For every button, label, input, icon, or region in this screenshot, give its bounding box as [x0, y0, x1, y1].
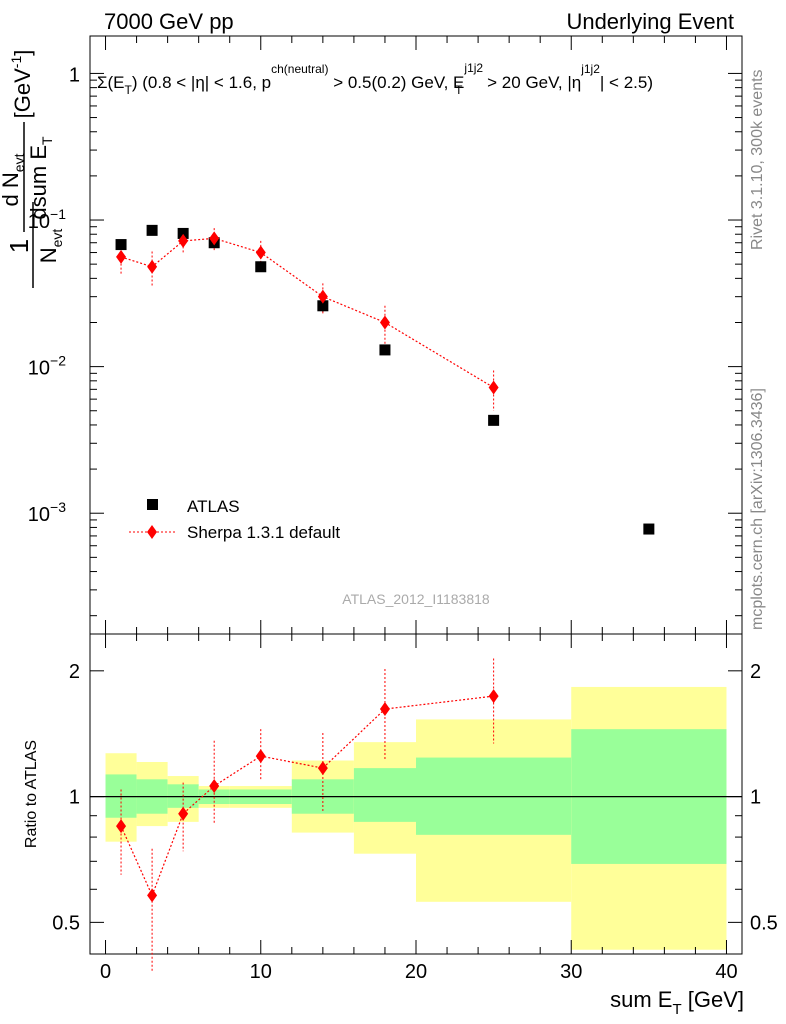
- ylabel-part: N: [36, 247, 61, 263]
- ratio-x-tick-label: 0: [100, 961, 111, 983]
- x-axis-label: sum ET [GeV]: [610, 987, 744, 1018]
- main-y-axis-label: 1 Nevt d Nevt dsum ET [GeV-1]: [0, 50, 65, 288]
- xlabel-part: T: [672, 1001, 681, 1018]
- sherpa-point: [116, 249, 127, 264]
- legend: ATLAS Sherpa 1.3.1 default: [129, 497, 340, 542]
- ylabel-part: evt: [11, 153, 27, 172]
- ratio-sherpa-point: [116, 819, 127, 834]
- ratio-sherpa-point: [147, 888, 158, 903]
- ylabel-frac-den: Nevt: [36, 229, 65, 264]
- main-y-tick-label: 10−2: [28, 353, 66, 380]
- ratio-sherpa-point: [317, 761, 328, 776]
- ratio-x-tick-label: 30: [560, 961, 582, 983]
- atlas-point: [379, 344, 391, 356]
- xlabel-part: [GeV]: [682, 987, 744, 1012]
- title-part: ) (0.8 < |η| < 1.6, p: [132, 73, 271, 92]
- ylabel-part: d N: [0, 172, 23, 206]
- ratio-sherpa-point: [255, 749, 266, 764]
- title-part: T: [455, 83, 463, 97]
- ratio-y-tick-label: 1: [69, 787, 80, 809]
- legend-marker-atlas: [147, 499, 158, 510]
- title-part: j1j2: [463, 61, 483, 75]
- ratio-x-tick-label: 10: [250, 961, 272, 983]
- sherpa-point: [147, 259, 158, 274]
- title-part: > 0.5(0.2) GeV, E: [328, 73, 464, 92]
- main-error-bars: [120, 228, 650, 532]
- ratio-y-tick-label: 0.5: [52, 912, 80, 934]
- atlas-point: [146, 224, 158, 236]
- ylabel-unit: [GeV-1]: [8, 50, 35, 119]
- header-right: Underlying Event: [566, 9, 734, 34]
- mcplots-label: mcplots.cern.ch [arXiv:1306.3436]: [749, 388, 766, 630]
- ratio-axis-ticks: 0 10 20 30 40 0.5 0.5 1 1 2 2: [52, 634, 778, 983]
- title-part: > 20 GeV, |η: [482, 73, 581, 92]
- main-y-tick-label: 1: [69, 64, 80, 86]
- sherpa-point: [379, 315, 390, 330]
- main-y-tick-exponent: −1: [50, 206, 66, 222]
- ylabel-d-num: d Nevt: [0, 153, 27, 206]
- xlabel-part: sum E: [610, 987, 672, 1012]
- main-y-tick-label: 10−3: [28, 499, 66, 526]
- ratio-y-tick-label-right: 0.5: [750, 912, 778, 934]
- ratio-sherpa-line: [120, 695, 494, 898]
- ylabel-part: [GeV: [10, 68, 35, 118]
- ratio-sherpa-point: [209, 779, 220, 794]
- main-y-tick-exponent: −2: [50, 353, 66, 369]
- ratio-y-tick-label-right: 1: [750, 787, 761, 809]
- ratio-x-tick-label: 20: [405, 961, 427, 983]
- rivet-label: Rivet 3.1.10, 300k events: [749, 69, 766, 250]
- ratio-sherpa-point: [379, 702, 390, 717]
- sherpa-point: [178, 233, 189, 248]
- sherpa-point: [209, 231, 220, 246]
- plot-title: Σ(ET) (0.8 < |η| < 1.6, pch(neutral) > 0…: [97, 61, 653, 97]
- title-part: | < 2.5): [600, 73, 653, 92]
- ratio-y-tick-label-right: 2: [750, 661, 761, 683]
- sherpa-point: [317, 289, 328, 304]
- ratio-uncertainty-bands: [90, 686, 742, 950]
- title-part: T: [125, 83, 133, 97]
- ylabel-d-den: dsum ET: [26, 136, 55, 220]
- atlas-point: [488, 414, 500, 426]
- ylabel-part: -1: [8, 56, 24, 69]
- atlas-point: [317, 300, 329, 312]
- sherpa-point: [255, 245, 266, 260]
- legend-label-sherpa: Sherpa 1.3.1 default: [187, 523, 340, 542]
- ratio-band-inner: [353, 768, 416, 822]
- analysis-watermark: ATLAS_2012_I1183818: [342, 591, 490, 607]
- title-part: ch(neutral): [271, 62, 328, 76]
- title-part: j1j2: [580, 62, 600, 76]
- atlas-point: [177, 227, 189, 239]
- main-axis-ticks: 110−110−210−3: [28, 36, 742, 634]
- ylabel-part: ]: [10, 50, 35, 56]
- sherpa-line: [120, 237, 494, 389]
- ratio-y-axis-label: Ratio to ATLAS: [23, 740, 40, 848]
- title-part: Σ(E: [97, 73, 125, 92]
- sherpa-point: [488, 380, 499, 395]
- ratio-sherpa-point: [488, 689, 499, 704]
- ylabel-frac-num: 1: [4, 239, 34, 253]
- ratio-sherpa-point: [178, 806, 189, 821]
- ratio-x-tick-label: 40: [715, 961, 737, 983]
- ylabel-part: dsum E: [26, 145, 51, 220]
- main-y-tick-exponent: −3: [50, 499, 66, 515]
- atlas-point: [255, 261, 267, 273]
- atlas-point: [643, 523, 655, 535]
- legend-label-atlas: ATLAS: [187, 497, 240, 516]
- ylabel-part: evt: [49, 229, 65, 248]
- main-frame: [89, 35, 743, 635]
- atlas-point: [115, 239, 127, 251]
- ratio-y-tick-label: 2: [69, 661, 80, 683]
- ratio-markers: [116, 689, 499, 903]
- header-left: 7000 GeV pp: [104, 9, 234, 34]
- ylabel-part: T: [39, 136, 55, 145]
- main-markers: [115, 224, 655, 535]
- legend-marker-sherpa: [147, 525, 157, 539]
